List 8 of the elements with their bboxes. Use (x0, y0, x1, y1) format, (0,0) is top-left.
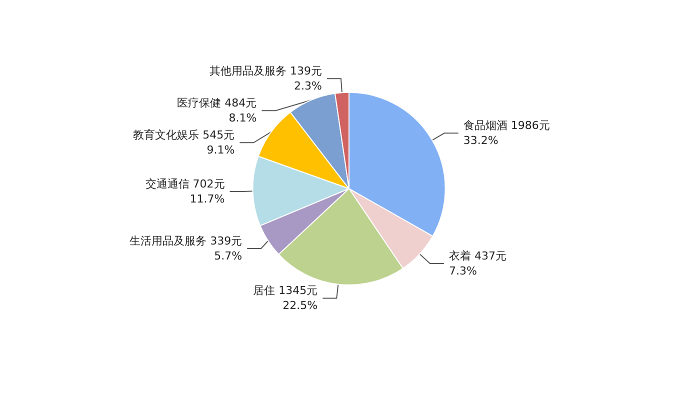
slice-label: 交通通信 702元 11.7% (145, 178, 225, 206)
slice-label: 其他用品及服务 139元 2.3% (209, 64, 322, 93)
slice-label: 衣着 437元 7.3% (448, 250, 506, 278)
slice-label: 居住 1345元 22.5% (253, 284, 318, 312)
slice-label: 教育文化娱乐 545元 9.1% (133, 128, 235, 157)
slice-label: 生活用品及服务 339元 5.7% (130, 234, 242, 262)
slice-label: 食品烟酒 1986元 33.2% (463, 119, 550, 148)
slice-label: 医疗保健 484元 8.1% (177, 96, 257, 125)
